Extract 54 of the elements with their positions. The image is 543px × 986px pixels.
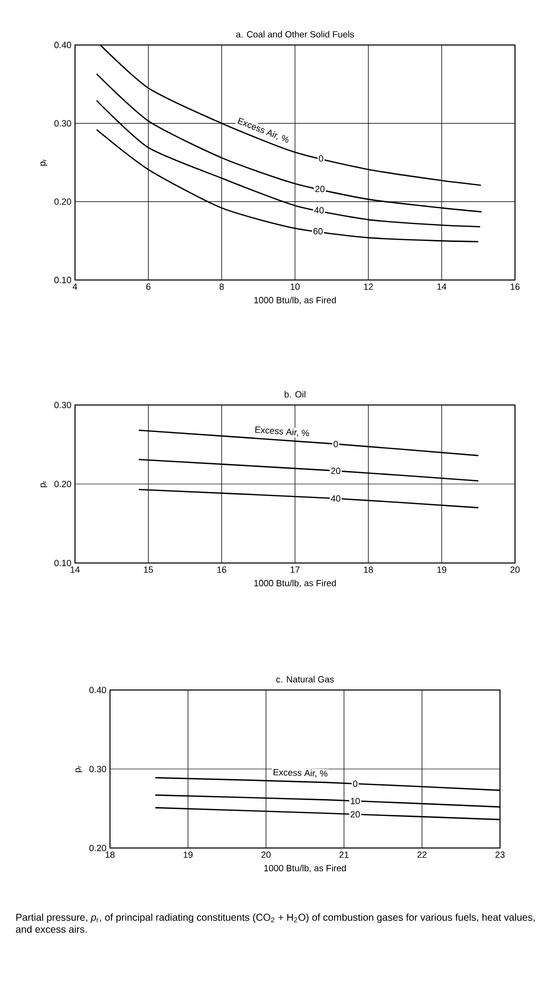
x-tick-label: 18 [106, 852, 115, 858]
chart-title: c. Natural Gas [276, 676, 334, 683]
x-axis-title: 1000 Btu/lb, as Fired [254, 580, 336, 588]
x-tick-label: 20 [261, 852, 271, 858]
y-tick-label: 0.20 [54, 480, 72, 488]
x-tick-label: 20 [510, 566, 520, 573]
x-tick-label: 4 [72, 284, 78, 290]
series-label: 60 [313, 228, 323, 234]
y-tick-label: 0.30 [89, 766, 106, 772]
x-tick-label: 14 [70, 566, 80, 573]
x-tick-label: 16 [510, 284, 520, 290]
y-axis-title: p$_{r}$ [76, 766, 82, 772]
x-axis-title: 1000 Btu/lb, as Fired [264, 864, 346, 872]
x-tick-label: 19 [184, 852, 193, 858]
x-tick-label: 14 [437, 284, 446, 290]
series-label: 10 [350, 798, 360, 804]
series-label: 0 [318, 155, 324, 162]
text: Partial pressure, p$_{r}$, of principal radiating constituents (CO$_{2}$ + H$_{2}$O) of combustion gases for various fuels, heat values, and excess airs. [16, 914, 535, 933]
series-label: 20 [350, 811, 360, 818]
y-tick-label: 0.30 [54, 402, 72, 408]
x-tick-label: 18 [364, 566, 373, 573]
series-label: 40 [330, 495, 340, 502]
y-tick-label: 0.20 [89, 844, 106, 852]
y-tick-label: 0.30 [54, 120, 72, 127]
series-label: 40 [314, 207, 324, 214]
x-tick-label: 17 [290, 566, 300, 573]
x-tick-label: 23 [495, 852, 505, 858]
x-tick-label: 21 [339, 852, 349, 858]
y-tick-label: 0.40 [89, 686, 106, 694]
annotation: Excess Air, % [255, 426, 309, 437]
y-axis-title: p$_{r}$ [40, 159, 48, 166]
x-tick-label: 22 [417, 852, 427, 858]
line-series [96, 73, 482, 212]
x-axis-title: 1000 Btu/lb, as Fired [254, 296, 336, 304]
series-label: 0 [334, 440, 338, 448]
x-tick-label: 15 [144, 566, 153, 573]
series-label: 20 [315, 186, 325, 192]
y-axis-title: p$_{r}$ [40, 480, 48, 488]
y-tick-label: 0.10 [54, 276, 72, 284]
y-tick-label: 0.10 [54, 560, 72, 566]
x-tick-label: 12 [364, 284, 373, 290]
chart-title: a. Coal and Other Solid Fuels [236, 30, 354, 38]
annotation: Excess Air, % [274, 769, 328, 778]
x-tick-label: 16 [217, 566, 226, 573]
x-tick-label: 8 [220, 284, 224, 290]
x-tick-label: 19 [437, 566, 446, 573]
x-tick-label: 6 [146, 284, 150, 290]
series-label: 20 [331, 468, 340, 474]
chart-title: b. Oil [284, 390, 306, 398]
y-tick-label: 0.20 [54, 198, 72, 205]
x-tick-label: 10 [290, 284, 300, 290]
series-label: 0 [353, 780, 358, 787]
line-series [96, 100, 481, 228]
y-tick-label: 0.40 [54, 42, 72, 48]
